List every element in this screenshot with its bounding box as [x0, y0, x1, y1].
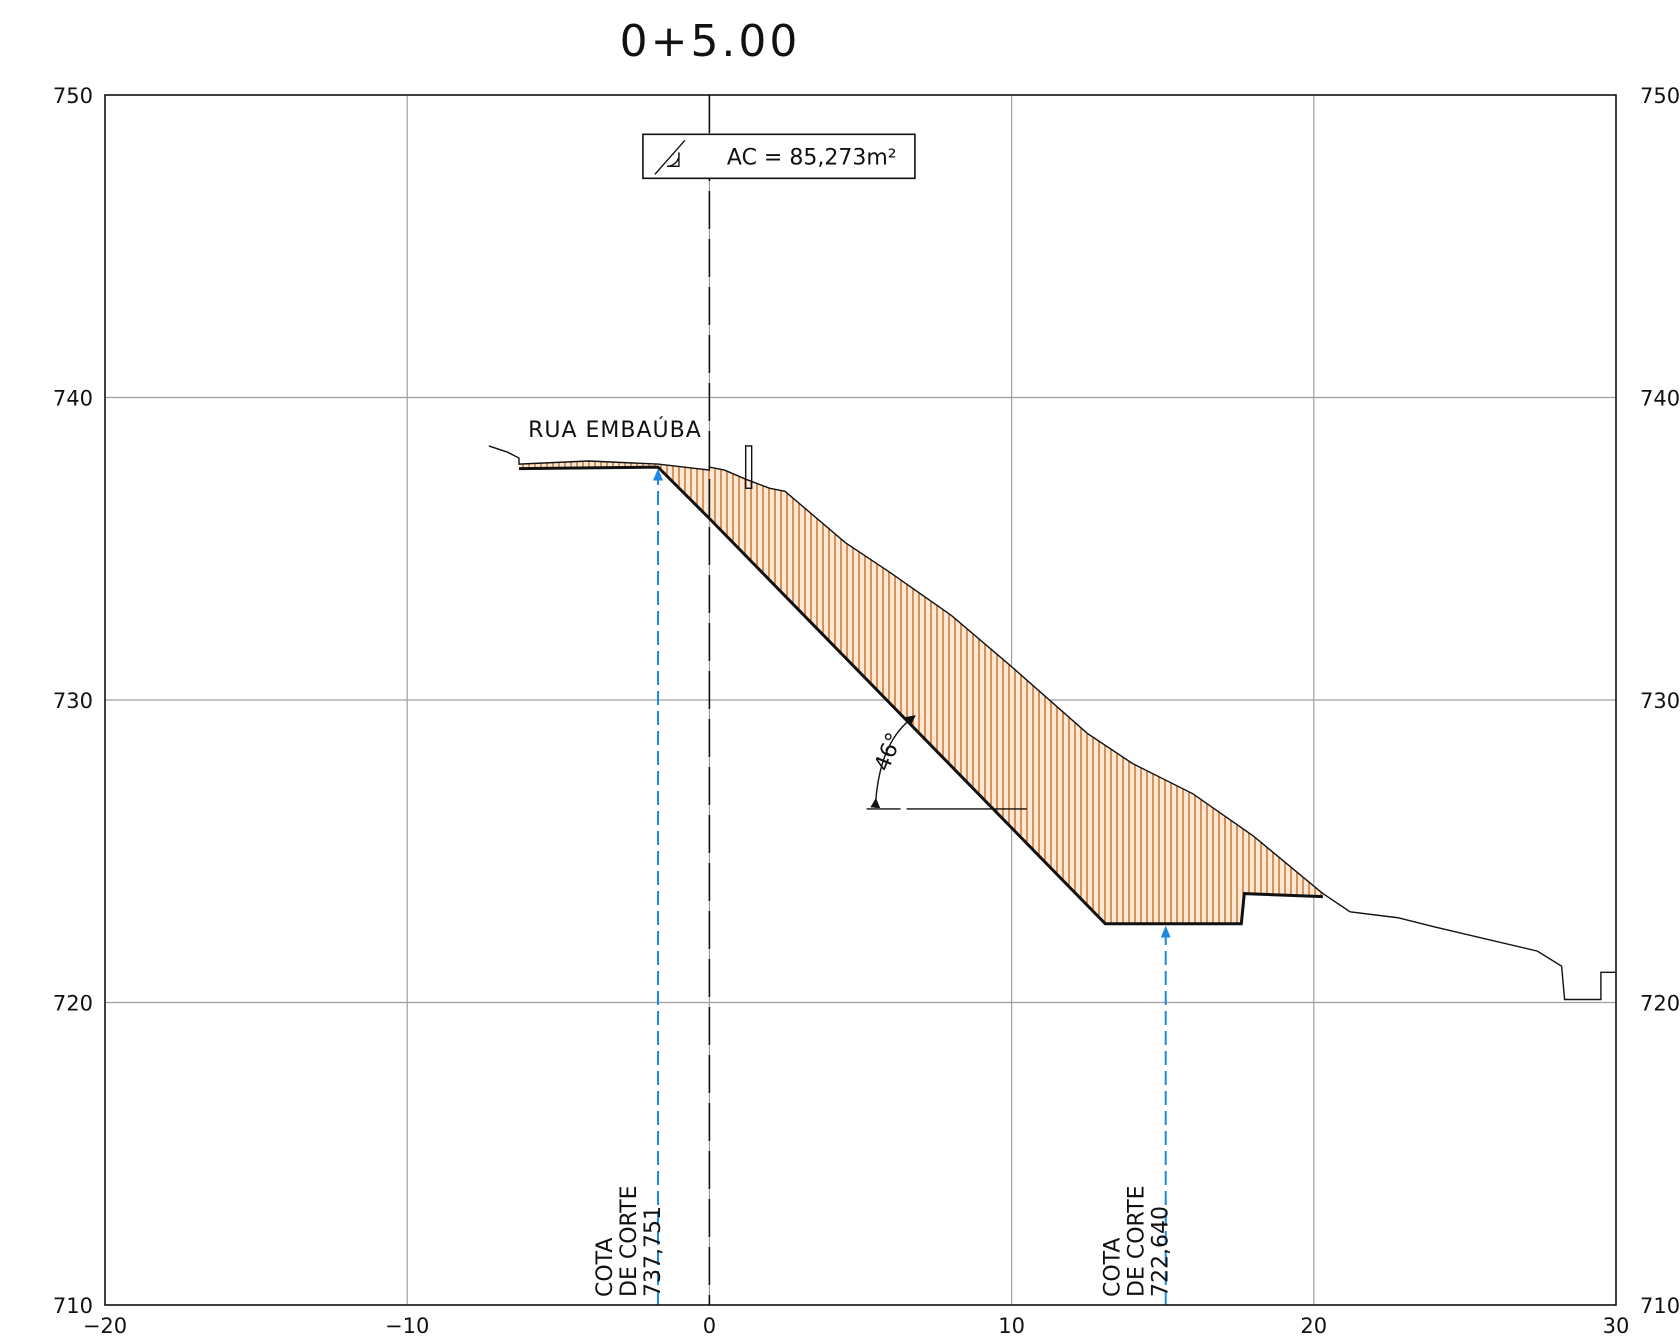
y-tick-label-left: 740	[53, 387, 93, 411]
area-label-box: AC = 85,273m²	[642, 133, 916, 180]
cut-elevation-labels: COTA DE CORTE 737,751 COTA DE CORTE 722,640	[593, 468, 1174, 1305]
cut-platform-line	[518, 465, 1323, 926]
post-marker	[744, 445, 753, 489]
cut-area-hatch	[519, 461, 1323, 924]
area-label: AC = 85,273m²	[727, 145, 897, 170]
x-tick-label: 20	[1300, 1314, 1327, 1338]
terrain-line	[488, 445, 1616, 1001]
y-tick-label-right: 730	[1640, 689, 1680, 713]
y-tick-label-left: 730	[53, 689, 93, 713]
x-tick-label: −10	[385, 1314, 429, 1338]
y-tick-label-left: 720	[53, 992, 93, 1016]
cut-label-line: COTA	[1101, 1238, 1126, 1297]
cut-label-line: 737,751	[641, 1206, 666, 1297]
y-tick-label-left: 710	[53, 1294, 93, 1318]
slope-area-icon	[654, 139, 686, 175]
angle-label: 46°	[870, 729, 908, 775]
y-tick-label-right: 740	[1640, 387, 1680, 411]
x-tick-label: 10	[998, 1314, 1025, 1338]
icon-arc	[666, 152, 680, 168]
x-tick-label: −20	[83, 1314, 127, 1338]
axis-ticks: −20 −10 0 10 20 30 750 750 740 740 730 730 720 720 710…	[53, 84, 1680, 1338]
station-title: 0+5.00	[620, 16, 801, 67]
y-tick-label-right: 720	[1640, 992, 1680, 1016]
cut-label-line: DE CORTE	[1125, 1185, 1150, 1297]
cut-label-line: DE CORTE	[617, 1185, 642, 1297]
angle-arc	[870, 715, 916, 809]
road-label: RUA EMBAÚBA	[528, 417, 702, 443]
cut-label-1: COTA DE CORTE 737,751	[593, 1185, 666, 1297]
cut-label-line: COTA	[593, 1238, 618, 1297]
y-tick-label-right: 710	[1640, 1294, 1680, 1318]
area-box-frame	[642, 133, 916, 180]
grid	[105, 95, 1616, 1305]
icon-slash	[654, 139, 686, 175]
y-tick-label-right: 750	[1640, 84, 1680, 108]
plot-frame	[104, 94, 1617, 1306]
cut-label-line: 722,640	[1149, 1206, 1174, 1297]
y-tick-label-left: 750	[53, 84, 93, 108]
cut-label-2: COTA DE CORTE 722,640	[1101, 1185, 1174, 1297]
x-tick-label: 30	[1603, 1314, 1630, 1338]
x-tick-label: 0	[703, 1314, 716, 1338]
